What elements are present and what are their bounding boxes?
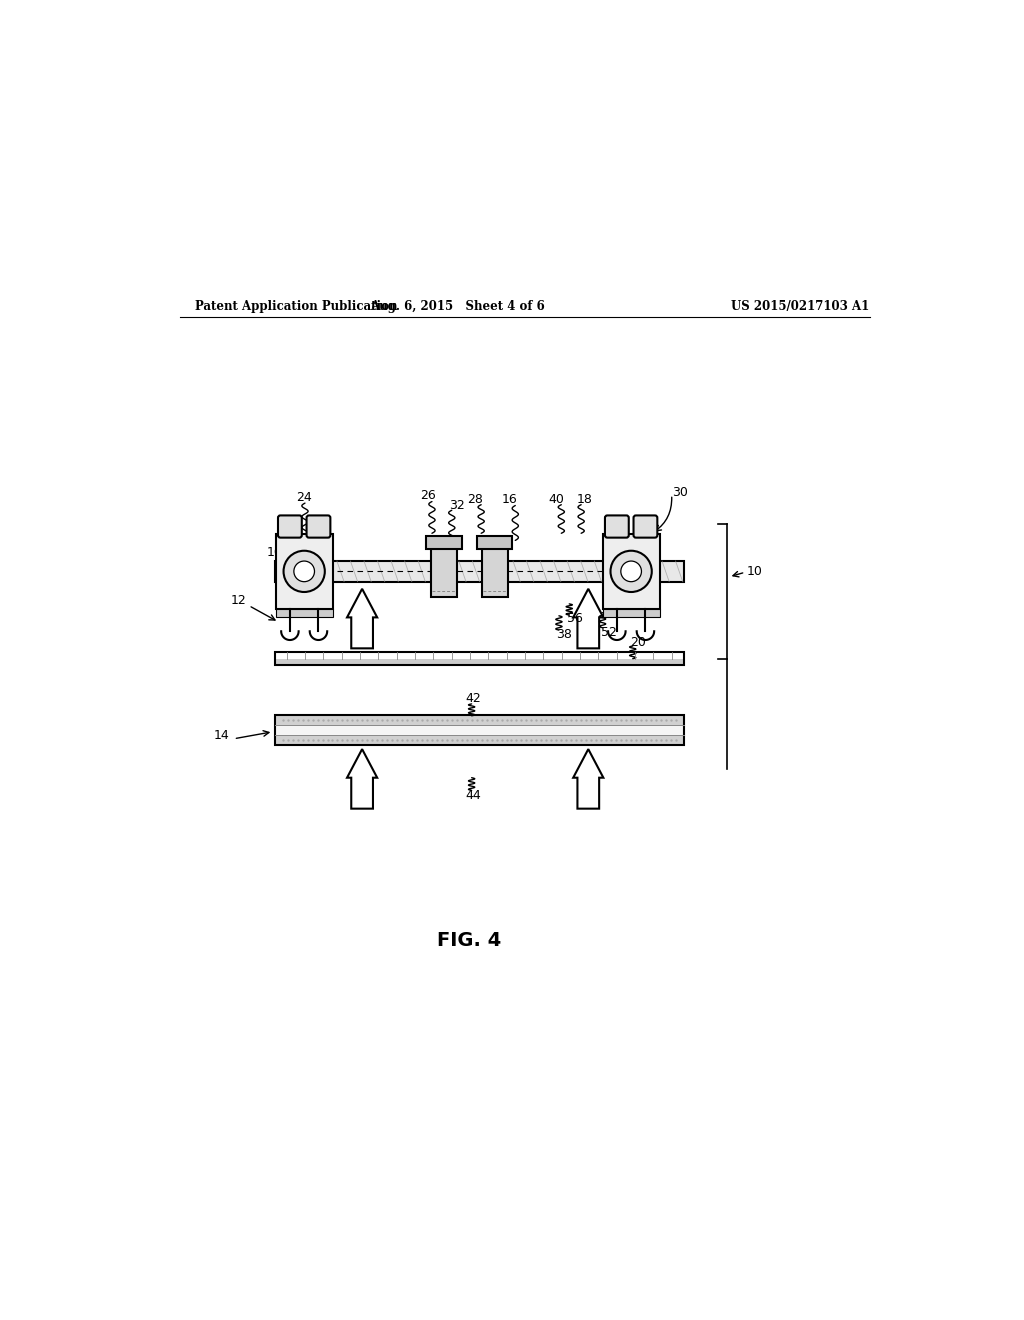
- Bar: [602, 533, 659, 609]
- Text: Aug. 6, 2015   Sheet 4 of 6: Aug. 6, 2015 Sheet 4 of 6: [370, 300, 545, 313]
- Bar: [275, 609, 333, 616]
- Text: 12: 12: [231, 594, 247, 607]
- Text: 26: 26: [420, 490, 436, 503]
- Bar: [274, 561, 684, 582]
- Bar: [274, 652, 684, 665]
- FancyBboxPatch shape: [634, 515, 657, 537]
- Text: 100: 100: [267, 546, 291, 558]
- Text: 54: 54: [642, 535, 658, 548]
- Text: Patent Application Publication: Patent Application Publication: [196, 300, 398, 313]
- Polygon shape: [573, 589, 603, 648]
- Text: 56: 56: [567, 612, 583, 626]
- Text: 42: 42: [465, 692, 481, 705]
- Circle shape: [621, 561, 641, 582]
- Text: 10: 10: [748, 565, 763, 578]
- Bar: [602, 609, 659, 616]
- Circle shape: [284, 550, 325, 591]
- Bar: [426, 536, 462, 549]
- FancyBboxPatch shape: [605, 515, 629, 537]
- Text: 16: 16: [502, 494, 517, 507]
- Text: 28: 28: [467, 494, 482, 507]
- Bar: [274, 735, 684, 746]
- Text: 32: 32: [450, 499, 465, 512]
- Text: 52: 52: [601, 626, 616, 639]
- Bar: [275, 533, 333, 609]
- Bar: [477, 536, 512, 549]
- FancyBboxPatch shape: [306, 515, 331, 537]
- Text: 24: 24: [296, 491, 312, 504]
- Polygon shape: [347, 589, 377, 648]
- Bar: [274, 725, 684, 735]
- Circle shape: [610, 550, 651, 591]
- Bar: [481, 545, 508, 597]
- Bar: [274, 715, 684, 725]
- Text: 30: 30: [672, 486, 687, 499]
- Bar: [274, 715, 684, 746]
- Polygon shape: [573, 750, 603, 809]
- Text: 18: 18: [577, 494, 592, 507]
- Text: 14: 14: [214, 729, 229, 742]
- Text: US 2015/0217103 A1: US 2015/0217103 A1: [731, 300, 869, 313]
- Text: 44: 44: [465, 788, 481, 801]
- Text: FIG. 4: FIG. 4: [437, 931, 502, 950]
- Bar: [274, 659, 684, 665]
- Text: 38: 38: [557, 628, 572, 642]
- Bar: [431, 545, 457, 597]
- FancyBboxPatch shape: [278, 515, 302, 537]
- Circle shape: [294, 561, 314, 582]
- Text: 20: 20: [631, 636, 646, 649]
- Polygon shape: [347, 750, 377, 809]
- Bar: [274, 652, 684, 659]
- Text: 40: 40: [549, 494, 564, 507]
